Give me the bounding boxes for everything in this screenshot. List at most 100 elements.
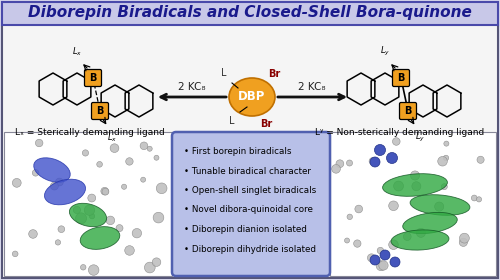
Circle shape <box>444 141 449 146</box>
Circle shape <box>126 158 133 165</box>
Ellipse shape <box>229 78 275 116</box>
Text: • Diborepin dianion isolated: • Diborepin dianion isolated <box>184 225 307 234</box>
Circle shape <box>392 138 400 145</box>
Text: $L_x$: $L_x$ <box>72 45 82 58</box>
Circle shape <box>124 246 134 255</box>
Circle shape <box>459 238 468 246</box>
Circle shape <box>76 213 86 224</box>
Circle shape <box>56 240 60 245</box>
Text: Diborepin Biradicals and Closed-Shell Bora-quinone: Diborepin Biradicals and Closed-Shell Bo… <box>28 6 472 20</box>
Circle shape <box>28 230 38 238</box>
Circle shape <box>410 171 420 180</box>
Ellipse shape <box>391 230 449 250</box>
Circle shape <box>376 261 386 271</box>
Circle shape <box>88 265 99 275</box>
Circle shape <box>347 214 352 220</box>
Circle shape <box>434 202 444 211</box>
Ellipse shape <box>382 174 448 196</box>
Circle shape <box>50 182 58 190</box>
FancyBboxPatch shape <box>172 132 330 276</box>
Circle shape <box>96 162 102 167</box>
Text: Lₓ = Sterically demanding ligand: Lₓ = Sterically demanding ligand <box>15 128 165 137</box>
Text: B: B <box>90 73 96 83</box>
Circle shape <box>132 228 141 238</box>
Circle shape <box>101 187 108 195</box>
Text: Br: Br <box>268 69 280 79</box>
Circle shape <box>476 197 482 202</box>
Circle shape <box>442 184 448 190</box>
Text: Br: Br <box>260 119 272 129</box>
Circle shape <box>344 238 350 243</box>
Circle shape <box>32 170 39 176</box>
Circle shape <box>388 240 398 249</box>
Text: DBP: DBP <box>238 90 266 104</box>
Text: B: B <box>96 106 103 116</box>
Circle shape <box>416 228 426 237</box>
Circle shape <box>58 226 64 233</box>
Circle shape <box>153 212 164 223</box>
FancyBboxPatch shape <box>4 132 172 276</box>
Text: B: B <box>404 106 411 116</box>
Circle shape <box>404 233 411 241</box>
Circle shape <box>36 139 43 147</box>
FancyBboxPatch shape <box>2 2 498 278</box>
Text: • Diborepin dihydride isolated: • Diborepin dihydride isolated <box>184 244 316 253</box>
Ellipse shape <box>410 195 470 215</box>
Circle shape <box>152 258 161 267</box>
Text: 2 KC₈: 2 KC₈ <box>298 82 326 92</box>
Circle shape <box>412 182 421 191</box>
Circle shape <box>12 178 21 187</box>
Circle shape <box>336 160 344 168</box>
Text: $L_y$: $L_y$ <box>415 131 425 144</box>
Ellipse shape <box>44 179 86 205</box>
Circle shape <box>377 247 384 254</box>
Circle shape <box>74 206 80 214</box>
Circle shape <box>84 205 94 215</box>
Circle shape <box>154 155 159 160</box>
Circle shape <box>110 144 119 153</box>
Text: L: L <box>221 68 227 78</box>
Circle shape <box>472 195 477 201</box>
Text: • Novel dibora-quinoidal core: • Novel dibora-quinoidal core <box>184 206 313 214</box>
Text: B: B <box>398 73 404 83</box>
FancyBboxPatch shape <box>2 2 498 25</box>
Text: • Open-shell singlet biradicals: • Open-shell singlet biradicals <box>184 186 316 195</box>
Circle shape <box>438 157 448 166</box>
Circle shape <box>140 142 148 150</box>
Text: $L_y$: $L_y$ <box>380 45 390 58</box>
Ellipse shape <box>34 158 70 182</box>
FancyBboxPatch shape <box>392 69 409 87</box>
Circle shape <box>82 150 88 156</box>
Circle shape <box>354 240 361 247</box>
Text: 2 KC₈: 2 KC₈ <box>178 82 206 92</box>
Circle shape <box>140 177 145 182</box>
Circle shape <box>369 158 376 165</box>
Text: Lʸ = Non-sterically demanding ligand: Lʸ = Non-sterically demanding ligand <box>316 128 484 137</box>
Ellipse shape <box>402 213 458 234</box>
Circle shape <box>368 254 376 262</box>
Circle shape <box>394 181 404 191</box>
Ellipse shape <box>70 203 106 227</box>
Circle shape <box>332 164 340 173</box>
Circle shape <box>102 188 109 195</box>
Text: $L_x$: $L_x$ <box>107 131 117 143</box>
Circle shape <box>12 251 18 257</box>
Text: • Tunable biradical character: • Tunable biradical character <box>184 167 311 176</box>
FancyBboxPatch shape <box>84 69 102 87</box>
Circle shape <box>386 153 398 164</box>
Circle shape <box>444 155 448 161</box>
Circle shape <box>122 184 126 189</box>
FancyBboxPatch shape <box>92 102 108 120</box>
Circle shape <box>88 194 96 202</box>
Circle shape <box>116 225 123 232</box>
Circle shape <box>380 250 390 260</box>
Ellipse shape <box>80 227 120 249</box>
Circle shape <box>90 214 94 219</box>
Circle shape <box>370 157 380 167</box>
Circle shape <box>374 144 386 155</box>
Circle shape <box>477 156 484 163</box>
Circle shape <box>379 261 388 270</box>
Circle shape <box>355 205 362 213</box>
Circle shape <box>156 183 167 194</box>
Circle shape <box>56 178 64 186</box>
